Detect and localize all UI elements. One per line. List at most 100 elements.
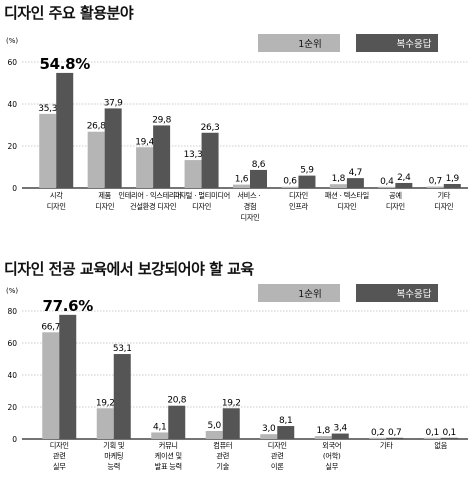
chart-2-bar [151,432,169,439]
chart-1-data-label: 19,4 [135,137,154,147]
chart-1-bar [298,175,316,188]
chart-1-data-label: 0,7 [429,177,442,187]
chart-2-category-label: 발표 능력 [155,462,182,471]
chart-1-category-label: 디자인 [434,202,453,211]
chart-1-data-label: 0,4 [380,177,394,187]
chart-1-category-label: 제품 [98,191,111,200]
chart-1-ytick-label: 0 [12,184,17,193]
chart-1-bar [39,113,57,188]
chart-1-bar [184,160,202,188]
chart-2-category-label: 실무 [53,462,66,471]
chart-1-bar [136,147,154,188]
chart-2-category-label: 실무 [325,462,338,471]
chart-1-data-label: 29,8 [152,115,171,125]
chart-2-title: 디자인 전공 교육에서 보강되어야 할 교육 [4,260,254,278]
chart-2-bar [331,433,349,439]
chart-1-legend-label: 복수응답 [397,38,432,50]
chart-1-category-label: 디지털ㆍ멀티미디어 [173,191,230,200]
chart-2-category-label: 없음 [434,441,447,450]
chart-2-data-label: 3,0 [262,424,276,434]
chart-2-category-label: 능력 [107,462,120,471]
chart-1-bar [153,125,171,188]
chart-1-bar [378,186,396,188]
chart-2-ytick-label: 60 [7,339,17,348]
chart-1-bar [201,132,219,188]
chart-2-bar [42,332,60,439]
chart-2-legend-swatch [258,284,340,302]
chart-1-data-label: 54.8% [39,55,90,73]
chart-1-bar [346,178,364,188]
chart-2-category-label: 컴퓨터 [213,441,232,450]
chart-1-data-label: 1,9 [446,174,460,184]
chart-1-data-label: 8,6 [252,160,266,170]
chart-2-data-label: 0,2 [371,428,384,438]
chart-2-category-label: 기술 [216,462,229,471]
chart-1-category-label: 디자인 [337,202,356,211]
chart-1-category-label: 디자인 [47,202,66,211]
chart-1-category-label: 시각 [50,191,63,200]
chart-2-category-label: 케이션 및 [155,452,183,461]
chart-2-legend-label: 1순위 [298,288,322,300]
chart-1-bar [233,184,250,188]
chart-1-bar [281,186,299,188]
chart-2-category-label: 관련 [53,452,66,461]
chart-2-ytick-label: 0 [12,435,17,444]
chart-1-data-label: 5,9 [300,166,314,176]
chart-2-bar [260,434,278,439]
chart-2-ylabel: (%) [6,287,18,295]
chart-2-legend-label: 복수응답 [397,288,432,300]
chart-2-bar [222,408,240,439]
chart-2-data-label: 4,1 [153,422,166,432]
chart-1-category-label: 경험 [244,202,257,211]
chart-1-bar [87,131,105,188]
chart-1-category-label: 서비스ㆍ [237,191,262,200]
chart-2-data-label: 5,0 [208,421,222,431]
chart-2-data-label: 19,2 [96,398,115,408]
chart-1-category-label: 인테리어ㆍ익스테리어ㆍ [118,191,187,200]
chart-2-bar [440,437,458,439]
chart-1-bar [104,108,122,188]
chart-2-data-label: 8,1 [279,416,292,426]
chart-1-bar [395,182,413,188]
chart-2-category-label: (어학) [323,452,341,461]
chart-1-data-label: 13,3 [184,150,203,160]
chart-2-data-label: 19,2 [222,398,241,408]
chart-2-bar [96,408,114,439]
chart-2-bar [423,437,441,439]
chart-1-category-label: 기타 [437,191,450,200]
chart-2-bar [369,437,387,439]
chart-2-bar [168,405,186,439]
chart-2-data-label: 53,1 [113,344,132,354]
chart-2-bar [314,436,332,439]
chart-1-bar [329,184,347,188]
chart-2-bar [205,431,223,439]
chart-2-category-label: 디자인 [50,441,69,450]
chart-1-category-label: 패션ㆍ텍스타일 [325,191,369,200]
chart-1-legend-swatch [258,34,340,52]
chart-2-data-label: 20,8 [167,396,186,406]
chart-2-category-label: 외국어 [322,441,341,450]
chart-1-category-label: 디자인 [289,191,308,200]
chart-2-category-label: 관련 [216,452,229,461]
chart-1-data-label: 1,6 [235,175,249,185]
chart-2-category-label: 관련 [271,452,284,461]
chart-1-data-label: 26,8 [87,122,106,132]
chart-2-data-label: 3,4 [334,424,348,434]
chart-2-bar [386,437,404,439]
chart-1-bar [250,169,267,188]
chart-2-category-label: 기타 [380,441,393,450]
chart-1-data-label: 4,7 [349,168,362,178]
chart-2-ytick-label: 80 [7,307,17,316]
chart-2-category-label: 커뮤니 [159,441,178,450]
chart-2-bar [277,426,295,439]
chart-1-bar [426,186,444,188]
chart-1-data-label: 0,6 [283,177,297,187]
chart-2-data-label: 1,8 [317,426,331,436]
chart-2-category-label: 기획 및 [103,441,125,450]
chart-1-category-label: 건설환경 디자인 [130,202,176,211]
chart-1-data-label: 35,3 [38,104,57,114]
chart-1-ylabel: (%) [6,37,18,45]
chart-2-bar [113,354,131,439]
chart-1-legend-swatch [356,34,438,52]
